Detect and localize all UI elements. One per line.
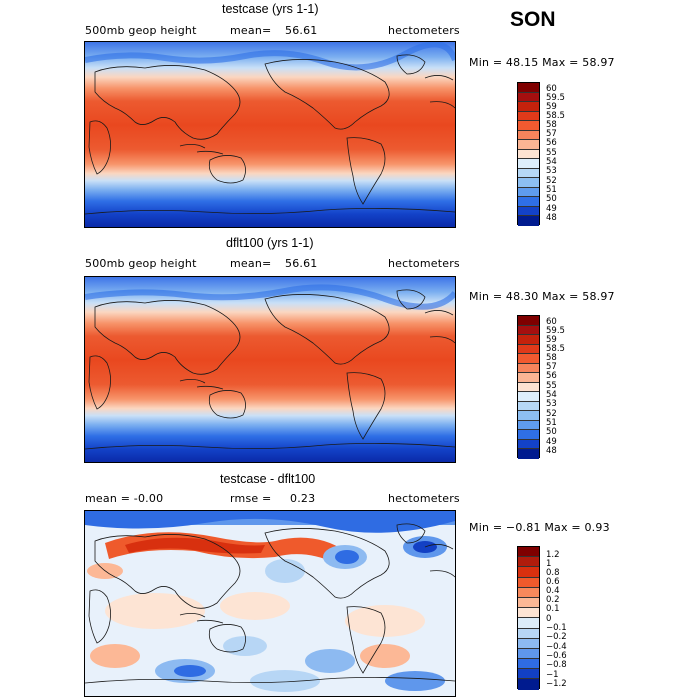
panel2-variable-label: 500mb geop height — [85, 257, 197, 270]
panel3-tick: −0.1 — [546, 623, 567, 633]
panel2-tick: 57 — [546, 362, 557, 372]
panel3-tick: −0.6 — [546, 651, 567, 661]
panel2-tick: 60 — [546, 317, 557, 327]
panel3-mean-label: mean = -0.00 — [85, 492, 164, 505]
panel2-tick: 52 — [546, 409, 557, 419]
panel2-tick: 59 — [546, 335, 557, 345]
panel3-map — [84, 510, 456, 697]
panel1-tick: 58 — [546, 120, 557, 130]
panel2-tick: 53 — [546, 399, 557, 409]
panel1-mean-value: 56.61 — [285, 24, 318, 37]
panel2-tick: 58.5 — [546, 344, 565, 354]
panel3-tick: 0.1 — [546, 604, 560, 614]
panel3-title: testcase - dflt100 — [220, 472, 316, 486]
panel2-tick: 55 — [546, 381, 557, 391]
panel2-tick: 50 — [546, 427, 557, 437]
panel3-tick: −0.2 — [546, 632, 567, 642]
panel1-tick: 56 — [546, 138, 557, 148]
panel1-tick: 52 — [546, 176, 557, 186]
season-label: SON — [510, 8, 556, 31]
panel2-map — [84, 276, 456, 463]
panel3-tick: −1 — [546, 670, 559, 680]
panel1-tick: 55 — [546, 148, 557, 158]
panel1-units: hectometers — [388, 24, 460, 37]
panel1-tick: 49 — [546, 204, 557, 214]
panel1-colorbar-ticks: 60 59.5 59 58.5 58 57 56 55 54 53 52 51 … — [546, 82, 586, 225]
panel2-minmax: Min = 48.30 Max = 58.97 — [469, 290, 615, 303]
panel2-units: hectometers — [388, 257, 460, 270]
panel1-tick: 57 — [546, 129, 557, 139]
panel1-tick: 60 — [546, 84, 557, 94]
panel3-tick: 1 — [546, 559, 552, 569]
panel2-tick: 51 — [546, 418, 557, 428]
panel2-tick: 56 — [546, 371, 557, 381]
panel3-tick: −0.4 — [546, 642, 567, 652]
panel1-mean-label: mean= — [230, 24, 272, 37]
panel1-tick: 50 — [546, 194, 557, 204]
panel2-map-svg — [85, 277, 455, 462]
panel1-map-svg — [85, 42, 455, 227]
panel2-mean-label: mean= — [230, 257, 272, 270]
panel1-title: testcase (yrs 1-1) — [222, 2, 319, 16]
panel1-minmax: Min = 48.15 Max = 58.97 — [469, 56, 615, 69]
panel3-tick: −0.8 — [546, 660, 567, 670]
panel2-tick: 49 — [546, 437, 557, 447]
panel1-tick: 59 — [546, 102, 557, 112]
panel2-tick: 54 — [546, 390, 557, 400]
panel1-map — [84, 41, 456, 228]
panel1-tick: 48 — [546, 213, 557, 223]
panel1-colorbar — [517, 82, 540, 226]
panel3-rmse-value: 0.23 — [290, 492, 316, 505]
panel3-colorbar — [517, 546, 540, 690]
panel1-tick: 59.5 — [546, 93, 565, 103]
panel2-title: dflt100 (yrs 1-1) — [226, 236, 314, 250]
panel2-mean-value: 56.61 — [285, 257, 318, 270]
panel1-tick: 58.5 — [546, 111, 565, 121]
panel3-tick: 0.6 — [546, 577, 560, 587]
panel3-tick: 0.4 — [546, 586, 560, 596]
panel2-tick: 48 — [546, 446, 557, 456]
panel1-tick: 53 — [546, 166, 557, 176]
panel2-tick: 59.5 — [546, 326, 565, 336]
panel3-map-svg — [85, 511, 455, 696]
panel2-tick: 58 — [546, 353, 557, 363]
panel3-tick: 0.8 — [546, 568, 560, 578]
panel3-tick: 0 — [546, 614, 552, 624]
panel1-variable-label: 500mb geop height — [85, 24, 197, 37]
panel3-rmse-label: rmse = — [230, 492, 272, 505]
panel3-units: hectometers — [388, 492, 460, 505]
panel2-colorbar-ticks: 60 59.5 59 58.5 58 57 56 55 54 53 52 51 … — [546, 315, 586, 458]
panel1-tick: 51 — [546, 185, 557, 195]
panel1-tick: 54 — [546, 157, 557, 167]
panel2-colorbar — [517, 315, 540, 459]
panel3-colorbar-ticks: 1.2 1 0.8 0.6 0.4 0.2 0.1 0 −0.1 −0.2 −0… — [546, 546, 586, 689]
panel3-tick: 1.2 — [546, 550, 560, 560]
panel3-tick: 0.2 — [546, 595, 560, 605]
panel3-minmax: Min = −0.81 Max = 0.93 — [469, 521, 610, 534]
panel3-tick: −1.2 — [546, 679, 567, 689]
